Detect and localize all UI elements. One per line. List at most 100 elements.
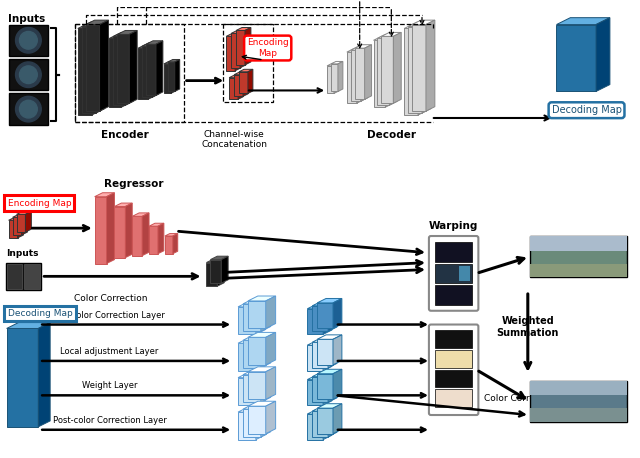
Polygon shape xyxy=(256,407,266,440)
Polygon shape xyxy=(312,306,328,332)
FancyBboxPatch shape xyxy=(459,266,470,281)
Polygon shape xyxy=(243,299,271,304)
Polygon shape xyxy=(426,20,435,111)
Polygon shape xyxy=(248,401,276,406)
Text: Inputs: Inputs xyxy=(6,249,38,258)
Polygon shape xyxy=(22,214,28,235)
Text: Decoding Map: Decoding Map xyxy=(8,309,72,318)
Polygon shape xyxy=(132,216,142,256)
Polygon shape xyxy=(418,24,427,115)
FancyBboxPatch shape xyxy=(429,325,478,415)
Polygon shape xyxy=(317,374,333,399)
Polygon shape xyxy=(347,52,356,103)
Polygon shape xyxy=(356,49,364,103)
Polygon shape xyxy=(125,203,132,258)
Polygon shape xyxy=(312,372,337,376)
Circle shape xyxy=(15,62,41,87)
FancyBboxPatch shape xyxy=(6,263,22,289)
Polygon shape xyxy=(248,337,266,365)
Polygon shape xyxy=(164,64,171,93)
Polygon shape xyxy=(238,412,256,440)
Polygon shape xyxy=(248,333,276,337)
Polygon shape xyxy=(238,407,266,412)
Polygon shape xyxy=(378,38,389,105)
Polygon shape xyxy=(328,372,337,402)
Polygon shape xyxy=(211,256,228,260)
Polygon shape xyxy=(17,212,31,214)
Polygon shape xyxy=(231,33,240,68)
Polygon shape xyxy=(149,226,158,254)
Polygon shape xyxy=(6,328,38,427)
Polygon shape xyxy=(235,33,241,71)
Polygon shape xyxy=(86,20,109,25)
Polygon shape xyxy=(245,27,251,65)
Polygon shape xyxy=(138,45,155,48)
Polygon shape xyxy=(236,31,245,65)
Polygon shape xyxy=(256,302,266,334)
Polygon shape xyxy=(317,299,342,303)
Polygon shape xyxy=(173,234,178,254)
Polygon shape xyxy=(117,34,129,103)
Polygon shape xyxy=(557,25,596,92)
Polygon shape xyxy=(13,218,22,235)
Text: Decoder: Decoder xyxy=(367,130,416,140)
Polygon shape xyxy=(146,44,156,95)
Polygon shape xyxy=(351,47,367,50)
Polygon shape xyxy=(238,338,266,343)
Polygon shape xyxy=(333,335,342,365)
Polygon shape xyxy=(122,34,129,107)
Polygon shape xyxy=(146,41,163,44)
FancyBboxPatch shape xyxy=(6,262,41,290)
Polygon shape xyxy=(243,304,260,332)
Circle shape xyxy=(19,32,37,49)
Polygon shape xyxy=(156,41,163,95)
Text: Pre-color Correction Layer: Pre-color Correction Layer xyxy=(54,311,164,320)
Polygon shape xyxy=(266,296,276,328)
Polygon shape xyxy=(239,69,253,72)
Polygon shape xyxy=(248,367,276,372)
Polygon shape xyxy=(323,305,332,334)
Polygon shape xyxy=(557,18,610,25)
Polygon shape xyxy=(307,380,323,405)
Polygon shape xyxy=(142,43,159,46)
FancyBboxPatch shape xyxy=(429,236,478,311)
Text: Weighted
Summation: Weighted Summation xyxy=(497,316,559,338)
Polygon shape xyxy=(238,75,243,99)
Polygon shape xyxy=(307,414,323,440)
Polygon shape xyxy=(331,64,338,92)
Polygon shape xyxy=(149,223,164,226)
Polygon shape xyxy=(365,45,372,99)
Polygon shape xyxy=(374,40,385,107)
Text: Encoder: Encoder xyxy=(101,130,149,140)
Polygon shape xyxy=(256,373,266,405)
Polygon shape xyxy=(238,343,256,371)
FancyBboxPatch shape xyxy=(435,370,472,387)
Polygon shape xyxy=(347,49,364,52)
Polygon shape xyxy=(266,367,276,399)
Polygon shape xyxy=(381,36,394,103)
FancyBboxPatch shape xyxy=(435,242,472,262)
Polygon shape xyxy=(115,203,132,207)
Polygon shape xyxy=(109,38,122,107)
Polygon shape xyxy=(243,375,260,402)
Polygon shape xyxy=(95,193,115,196)
Polygon shape xyxy=(231,31,246,33)
Polygon shape xyxy=(148,45,155,99)
Polygon shape xyxy=(238,307,256,334)
Polygon shape xyxy=(138,48,148,99)
Polygon shape xyxy=(158,223,164,254)
Polygon shape xyxy=(115,207,125,258)
Polygon shape xyxy=(229,78,238,99)
Polygon shape xyxy=(248,69,253,93)
Polygon shape xyxy=(125,33,133,105)
FancyBboxPatch shape xyxy=(24,263,40,289)
Polygon shape xyxy=(307,309,323,334)
Polygon shape xyxy=(328,407,337,436)
Polygon shape xyxy=(243,340,260,368)
FancyBboxPatch shape xyxy=(530,263,627,278)
Circle shape xyxy=(19,100,37,118)
Polygon shape xyxy=(78,28,92,115)
Polygon shape xyxy=(95,22,104,113)
FancyBboxPatch shape xyxy=(8,25,48,56)
Polygon shape xyxy=(374,36,394,40)
